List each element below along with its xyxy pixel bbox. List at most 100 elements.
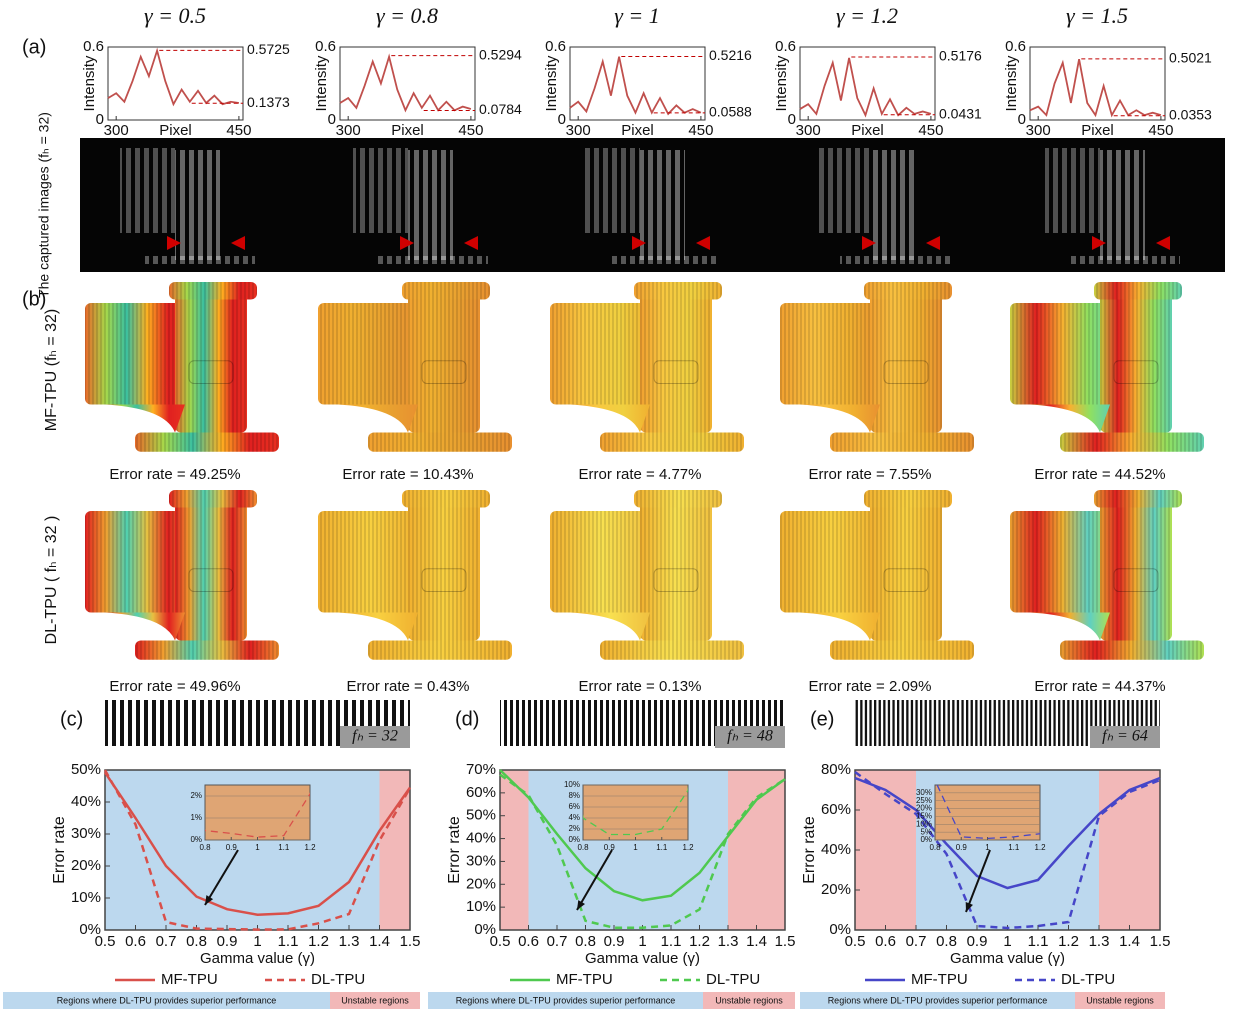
y-tick-label: 60%: [821, 801, 851, 818]
captured-image: [120, 148, 255, 264]
x-tick-label: 0.9: [604, 933, 625, 950]
x-tick-label: 1.4: [746, 933, 767, 950]
cloud-texture: [634, 490, 722, 508]
inset-x-tick-label: 0.8: [929, 843, 941, 852]
inset-y-tick-label: 5%: [920, 827, 932, 836]
region-legend-label: Regions where DL-TPU provides superior p…: [828, 995, 1048, 1005]
cloud-elbow: [570, 404, 650, 433]
x-tick-label: 0.7: [156, 933, 177, 950]
cloud-plaque: [188, 360, 234, 384]
y-tick-label: 20%: [466, 875, 496, 892]
y-tick-label: 40%: [71, 793, 101, 810]
fringe-base: [378, 256, 488, 264]
y-tick-label: 10%: [466, 898, 496, 915]
inset-y-tick-label: 30%: [916, 788, 932, 797]
captured-image: [585, 148, 720, 264]
arrow-head: [205, 895, 214, 905]
marker: [464, 236, 478, 250]
cloud-texture: [550, 303, 654, 405]
x-axis-label: Pixel: [159, 122, 192, 139]
x-axis-label: Gamma value (γ): [585, 950, 700, 967]
cloud-elbow: [1030, 404, 1110, 433]
fringe-pipe: [408, 150, 453, 260]
x-tick-label: 1: [638, 933, 646, 950]
marker: [1092, 236, 1106, 250]
y-tick-label: 10%: [71, 889, 101, 906]
y-tick-label: 0: [328, 111, 336, 128]
panel-label: (d): [455, 708, 479, 730]
error-rate: Error rate = 10.43%: [342, 466, 473, 483]
y-tick-label: 0.6: [545, 38, 566, 55]
x-tick-label: 300: [104, 122, 129, 139]
fringe-base: [145, 256, 255, 264]
y-tick-label: 0: [788, 111, 796, 128]
panel-label: (b): [22, 288, 46, 310]
cloud-texture: [175, 289, 247, 433]
cloud-texture: [169, 282, 257, 300]
x-tick-label: 300: [796, 122, 821, 139]
region: [855, 770, 916, 930]
point-cloud: [318, 282, 512, 452]
inset-x-tick-label: 1.1: [656, 843, 668, 852]
reference-label: 0.0588: [709, 104, 752, 120]
x-tick-label: 0.6: [125, 933, 146, 950]
stripe-label: fₕ = 64: [1102, 728, 1148, 745]
x-tick-label: 1.4: [369, 933, 390, 950]
error-line: [499, 773, 786, 929]
intensity-line: [339, 53, 472, 113]
x-tick-label: 0.5: [845, 933, 866, 950]
gamma-title: γ = 0.5: [144, 3, 206, 28]
region-legend: [703, 992, 795, 1009]
y-tick-label: 0: [558, 111, 566, 128]
stripe-label: fₕ = 32: [352, 728, 398, 745]
y-tick-label: 40%: [821, 841, 851, 858]
reference-label: 0.0353: [1169, 106, 1212, 122]
inset-y-tick-label: 0%: [568, 835, 580, 844]
x-axis-label: Pixel: [391, 122, 424, 139]
x-tick-label: 1.5: [400, 933, 421, 950]
row-label: DL-TPU ( fₕ = 32 ): [43, 516, 60, 645]
cloud-texture: [402, 490, 490, 508]
cloud-texture: [368, 640, 512, 660]
cloud-texture: [870, 289, 942, 433]
row-label: The captured images (fₕ = 32): [36, 112, 52, 298]
cloud-texture: [85, 511, 189, 613]
inset-x-tick-label: 1.2: [1034, 843, 1046, 852]
reference-label: 0.5176: [939, 48, 982, 64]
x-tick-label: 0.6: [518, 933, 539, 950]
cloud-texture: [634, 282, 722, 300]
fringe-pipe: [353, 148, 408, 233]
region-legend: [330, 992, 420, 1009]
legend-label: DL-TPU: [311, 971, 365, 988]
fringe-pipe: [175, 150, 220, 260]
x-tick-label: 1.3: [1089, 933, 1110, 950]
y-tick-label: 0: [1018, 111, 1026, 128]
inset-y-tick-label: 15%: [916, 812, 932, 821]
error-rate: Error rate = 7.55%: [809, 466, 932, 483]
x-tick-label: 450: [918, 122, 943, 139]
marker: [926, 236, 940, 250]
marker: [400, 236, 414, 250]
x-axis-label: Gamma value (γ): [950, 950, 1065, 967]
reference-label: 0.5294: [479, 46, 522, 62]
point-cloud: [1010, 282, 1204, 452]
cloud-plaque: [188, 568, 234, 592]
cloud-texture: [1100, 497, 1172, 641]
inset-y-tick-label: 10%: [564, 780, 580, 789]
error-rate: Error rate = 2.09%: [809, 678, 932, 695]
error-line: [499, 769, 786, 902]
gamma-title: γ = 1.2: [836, 3, 898, 28]
y-tick-label: 30%: [71, 825, 101, 842]
captured-image: [1045, 148, 1180, 264]
x-tick-label: 1.3: [718, 933, 739, 950]
region: [728, 770, 785, 930]
inset-bg: [934, 784, 1041, 841]
fringe-base: [1070, 256, 1180, 264]
x-tick-label: 1.1: [278, 933, 299, 950]
marker: [696, 236, 710, 250]
region-legend-label: Unstable regions: [715, 995, 783, 1005]
x-tick-label: 1.2: [1058, 933, 1079, 950]
cloud-plaque: [883, 360, 929, 384]
x-tick-label: 300: [336, 122, 361, 139]
